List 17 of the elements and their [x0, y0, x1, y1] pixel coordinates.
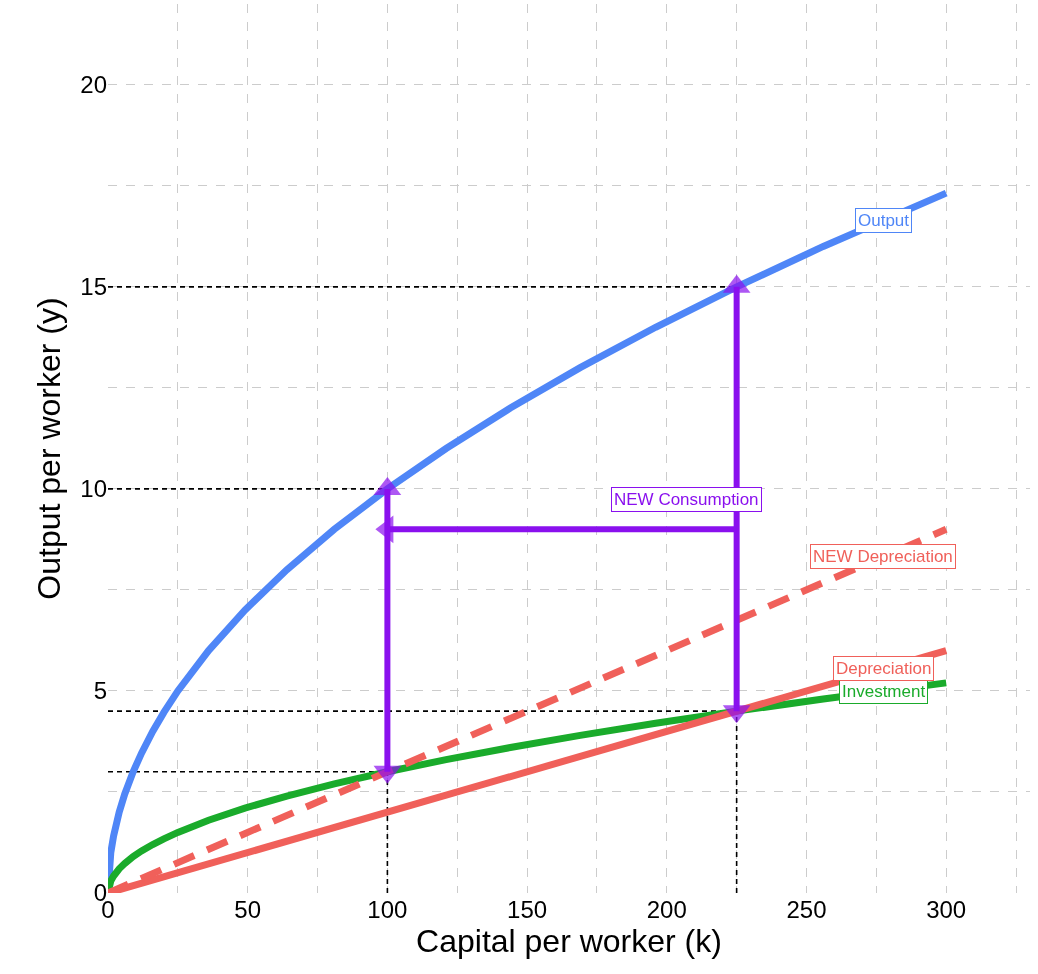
series-label: Investment	[842, 682, 926, 701]
x-tick-label: 50	[234, 896, 262, 923]
x-tick-label: 250	[786, 896, 827, 923]
x-tick-label: 150	[507, 896, 548, 923]
y-tick-label: 5	[93, 677, 107, 705]
series-label: Output	[858, 211, 910, 230]
y-tick-label: 10	[80, 475, 107, 503]
y-tick-label: 15	[80, 273, 107, 301]
y-axis-title: Output per worker (y)	[30, 297, 67, 600]
series-label: Depreciation	[836, 659, 932, 678]
y-tick-label: 20	[80, 71, 107, 99]
x-axis-title: Capital per worker (k)	[416, 923, 722, 959]
x-tick-label: 200	[646, 896, 687, 923]
series-label: NEW Consumption	[614, 490, 759, 509]
x-tick-label: 100	[367, 896, 408, 923]
x-tick-label: 300	[926, 896, 967, 923]
series-label: NEW Depreciation	[813, 547, 953, 566]
